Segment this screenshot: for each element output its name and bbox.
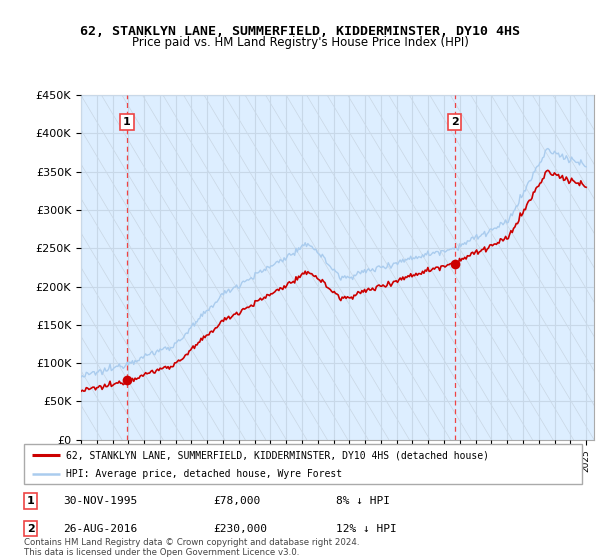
Text: 12% ↓ HPI: 12% ↓ HPI: [337, 524, 397, 534]
Text: £230,000: £230,000: [214, 524, 268, 534]
Text: 2: 2: [27, 524, 35, 534]
Text: 30-NOV-1995: 30-NOV-1995: [63, 496, 137, 506]
Text: Price paid vs. HM Land Registry's House Price Index (HPI): Price paid vs. HM Land Registry's House …: [131, 36, 469, 49]
Text: 8% ↓ HPI: 8% ↓ HPI: [337, 496, 391, 506]
Text: 1: 1: [123, 117, 131, 127]
Text: HPI: Average price, detached house, Wyre Forest: HPI: Average price, detached house, Wyre…: [66, 469, 342, 479]
Text: 26-AUG-2016: 26-AUG-2016: [63, 524, 137, 534]
Text: £78,000: £78,000: [214, 496, 261, 506]
Text: 62, STANKLYN LANE, SUMMERFIELD, KIDDERMINSTER, DY10 4HS: 62, STANKLYN LANE, SUMMERFIELD, KIDDERMI…: [80, 25, 520, 38]
Text: 62, STANKLYN LANE, SUMMERFIELD, KIDDERMINSTER, DY10 4HS (detached house): 62, STANKLYN LANE, SUMMERFIELD, KIDDERMI…: [66, 450, 489, 460]
Text: 1: 1: [27, 496, 35, 506]
Text: Contains HM Land Registry data © Crown copyright and database right 2024.
This d: Contains HM Land Registry data © Crown c…: [24, 538, 359, 557]
Text: 2: 2: [451, 117, 458, 127]
